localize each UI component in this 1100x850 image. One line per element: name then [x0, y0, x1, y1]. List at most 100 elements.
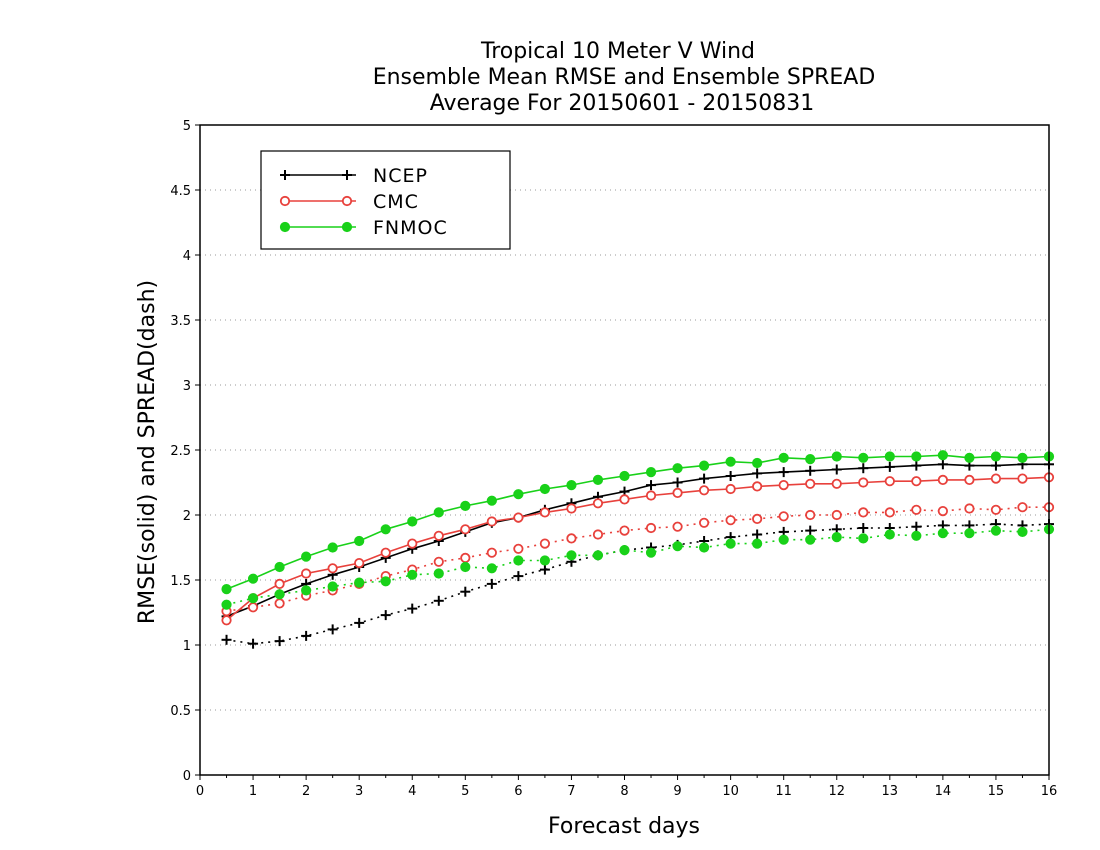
ncep-spread-point: [380, 610, 391, 621]
fnmoc-spread-point: [964, 528, 975, 539]
fnmoc-spread-point: [327, 581, 338, 592]
legend-box: [260, 150, 511, 250]
x-tick-label: 10: [722, 784, 739, 799]
fnmoc-rmse-point: [407, 516, 418, 527]
y-tick-label: 0.5: [170, 704, 191, 719]
cmc-spread-point: [911, 504, 922, 515]
cmc-rmse-point: [327, 563, 338, 574]
fnmoc-rmse-point: [725, 456, 736, 467]
fnmoc-spread-line: [226, 528, 1050, 606]
cmc-spread-point: [778, 511, 789, 522]
ncep-spread-line: [226, 523, 1050, 645]
fnmoc-spread-point: [805, 534, 816, 545]
fnmoc-spread-point: [698, 542, 710, 553]
cmc-rmse-series: [221, 472, 1055, 626]
x-tick-label: 14: [935, 784, 952, 799]
y-tick-labels: 0 0.5 1 1.5 2 2.5 3 3.5 4 4.5 5: [170, 119, 191, 784]
fnmoc-rmse-point: [592, 474, 604, 485]
series-layer: [221, 450, 1055, 649]
ncep-rmse-point: [672, 477, 683, 488]
cmc-spread-point: [539, 538, 551, 549]
y-axis-label: RMSE(solid) and SPREAD(dash): [135, 280, 160, 624]
fnmoc-rmse-point: [460, 500, 471, 511]
fnmoc-spread-point: [274, 589, 285, 600]
ncep-rmse-point: [911, 460, 922, 471]
x-tick-label: 4: [408, 784, 416, 799]
ncep-spread-point: [752, 529, 763, 540]
legend-entry-ncep: NCEP: [280, 165, 427, 187]
cmc-spread-point: [831, 509, 842, 521]
chart-title-line-1: Tropical 10 Meter V Wind: [480, 39, 755, 64]
cmc-spread-point: [672, 521, 683, 532]
cmc-rmse-point: [831, 478, 842, 489]
ncep-rmse-point: [990, 460, 1001, 471]
y-tick-label: 4: [183, 249, 191, 264]
cmc-rmse-point: [460, 524, 471, 535]
cmc-spread-point: [433, 556, 444, 567]
fnmoc-rmse-point: [778, 452, 789, 463]
x-tick-label: 7: [567, 784, 575, 799]
cmc-rmse-point: [433, 530, 444, 541]
fnmoc-rmse-point: [990, 451, 1002, 462]
cmc-spread-point: [937, 505, 948, 517]
fnmoc-rmse-point: [964, 452, 975, 463]
fnmoc-rmse-point: [752, 457, 763, 469]
ncep-spread-point: [486, 578, 497, 589]
cmc-rmse-point: [486, 516, 497, 527]
cmc-spread-point: [592, 529, 604, 540]
legend-marker-fnmoc: [279, 221, 291, 233]
cmc-rmse-point: [884, 476, 895, 487]
x-tick-label: 0: [196, 784, 204, 799]
fnmoc-rmse-point: [354, 535, 365, 547]
cmc-spread-point: [725, 515, 736, 526]
cmc-spread-point: [247, 602, 259, 613]
fnmoc-spread-point: [433, 568, 444, 579]
cmc-rmse-point: [990, 473, 1002, 484]
fnmoc-spread-point: [301, 585, 312, 596]
ncep-spread-point: [248, 638, 259, 649]
ncep-spread-point: [513, 571, 524, 582]
fnmoc-spread-point: [354, 577, 365, 588]
ncep-spread-point: [433, 595, 444, 606]
cmc-rmse-point: [566, 503, 577, 514]
legend-label-cmc: CMC: [373, 191, 419, 213]
cmc-spread-line: [226, 506, 1049, 612]
x-tick-label: 11: [775, 784, 792, 799]
legend-marker-cmc: [341, 195, 353, 207]
y-tick-label: 0: [183, 769, 191, 784]
fnmoc-rmse-point: [619, 470, 630, 482]
fnmoc-rmse-point: [221, 584, 232, 595]
legend-entry-fnmoc: FNMOC: [279, 217, 447, 239]
ncep-spread-point: [539, 564, 550, 575]
x-tick-label: 15: [988, 784, 1005, 799]
cmc-rmse-point: [698, 485, 710, 496]
axis-ticks: [195, 124, 1050, 780]
y-tick-label: 2.5: [170, 444, 191, 459]
fnmoc-spread-point: [566, 550, 577, 561]
x-axis-label: Forecast days: [548, 814, 700, 839]
fnmoc-rmse-point: [672, 463, 683, 474]
fnmoc-spread-point: [221, 599, 232, 610]
cmc-spread-point: [274, 598, 285, 609]
fnmoc-spread-point: [513, 555, 524, 566]
cmc-rmse-point: [858, 477, 869, 488]
cmc-spread-point: [805, 509, 816, 521]
cmc-rmse-point: [221, 615, 232, 626]
cmc-rmse-point: [539, 507, 551, 518]
legend: NCEP CMC FNMOC: [260, 150, 511, 250]
x-tick-label: 12: [828, 784, 845, 799]
fnmoc-spread-series: [221, 524, 1055, 610]
fnmoc-spread-point: [937, 528, 948, 539]
fnmoc-rmse-point: [274, 561, 285, 573]
ncep-spread-point: [460, 586, 471, 597]
ncep-rmse-point: [858, 463, 869, 474]
cmc-rmse-point: [407, 538, 418, 549]
ncep-spread-point: [274, 636, 285, 647]
fnmoc-rmse-point: [539, 483, 551, 495]
fnmoc-rmse-point: [301, 551, 312, 562]
cmc-spread-point: [619, 525, 630, 536]
y-tick-label: 5: [183, 119, 191, 134]
fnmoc-rmse-point: [327, 542, 338, 553]
y-tick-label: 1.5: [170, 574, 191, 589]
x-tick-label: 1: [249, 784, 257, 799]
